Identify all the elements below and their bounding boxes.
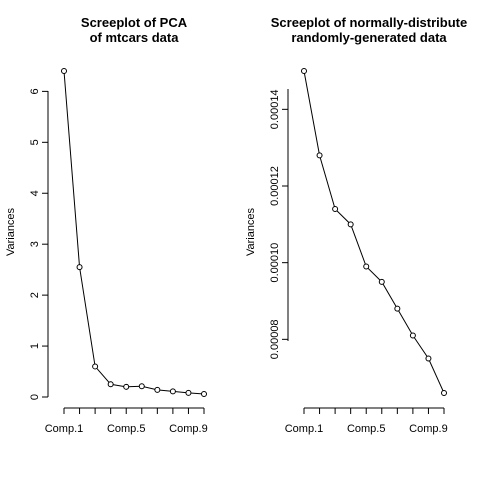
y-ticks: 0 1 2 3 4 5 6 bbox=[29, 88, 48, 400]
y-ticks: 0.00008 0.00010 0.00012 0.00014 bbox=[269, 89, 288, 359]
y-tick-label: 0.00014 bbox=[269, 89, 281, 129]
y-tick-label: 0 bbox=[29, 394, 41, 400]
x-tick-label: Comp.5 bbox=[347, 423, 386, 435]
data-point bbox=[61, 68, 67, 74]
chart-title-line-1: Screeplot of normally-distribute bbox=[271, 15, 467, 30]
variance-points bbox=[61, 68, 207, 397]
y-tick-label: 5 bbox=[29, 139, 41, 145]
y-tick-label: 1 bbox=[29, 343, 41, 349]
y-tick-label: 3 bbox=[29, 241, 41, 247]
data-point bbox=[394, 305, 401, 312]
y-axis-label: Variances bbox=[245, 207, 257, 256]
y-tick-label: 6 bbox=[29, 88, 41, 94]
data-point bbox=[363, 263, 370, 270]
data-point bbox=[92, 363, 99, 370]
x-tick-label: Comp.9 bbox=[169, 423, 208, 435]
data-point bbox=[378, 278, 385, 285]
data-point bbox=[185, 389, 192, 396]
x-ticks: Comp.1 Comp.5 Comp.9 bbox=[285, 408, 448, 435]
data-point bbox=[301, 68, 307, 74]
x-tick-label: Comp.5 bbox=[107, 423, 146, 435]
x-tick-label: Comp.1 bbox=[285, 423, 324, 435]
x-tick-label: Comp.9 bbox=[409, 423, 448, 435]
y-tick-label: 0.00008 bbox=[269, 319, 281, 359]
chart-title-line-1: Screeplot of PCA bbox=[81, 15, 188, 30]
data-point bbox=[169, 388, 176, 395]
data-point bbox=[409, 332, 416, 339]
y-tick-label: 2 bbox=[29, 292, 41, 298]
y-tick-label: 0.00012 bbox=[269, 166, 281, 206]
y-tick-label: 0.00010 bbox=[269, 243, 281, 283]
data-point bbox=[154, 386, 161, 393]
data-point bbox=[332, 206, 339, 212]
data-point bbox=[425, 355, 432, 362]
data-point bbox=[123, 383, 130, 390]
variance-points bbox=[301, 68, 447, 396]
chart-title-line-2: of mtcars data bbox=[90, 30, 180, 45]
data-point bbox=[76, 264, 83, 271]
random-screeplot: Screeplot of normally-distribute randoml… bbox=[245, 15, 467, 435]
variance-line bbox=[303, 70, 445, 394]
data-point bbox=[316, 152, 323, 159]
data-point bbox=[107, 381, 114, 388]
y-axis-label: Variances bbox=[5, 207, 17, 256]
data-point bbox=[347, 221, 354, 228]
data-point bbox=[138, 383, 145, 390]
data-point bbox=[441, 390, 447, 396]
y-tick-label: 4 bbox=[29, 190, 41, 196]
chart-title-line-2: randomly-generated data bbox=[291, 30, 447, 45]
pca-screeplot: Screeplot of PCA of mtcars data Variance… bbox=[5, 15, 208, 435]
x-ticks: Comp.1 Comp.5 Comp.9 bbox=[45, 408, 208, 435]
x-tick-label: Comp.1 bbox=[45, 423, 84, 435]
variance-line bbox=[63, 70, 205, 395]
data-point bbox=[201, 390, 207, 397]
